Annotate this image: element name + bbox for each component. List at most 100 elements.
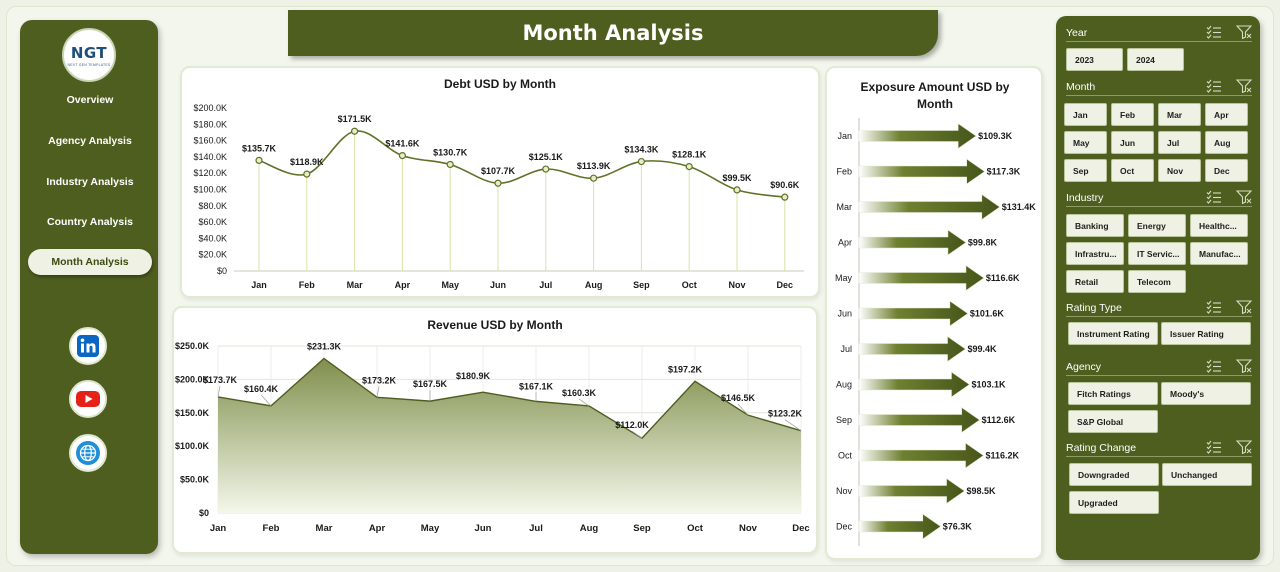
nav-item-industry-analysis[interactable]: Industry Analysis — [46, 176, 134, 188]
slicer-month-item[interactable]: Jul — [1158, 131, 1201, 154]
x-tick-label: Oct — [687, 523, 704, 534]
youtube-icon[interactable] — [69, 380, 107, 418]
slicer-month-title: Month — [1066, 81, 1096, 93]
x-tick-label: Jun — [490, 280, 506, 290]
slicer-agency-item[interactable]: S&P Global — [1068, 410, 1158, 433]
debt-point-dec — [781, 193, 789, 201]
slicer-month-item[interactable]: Nov — [1158, 159, 1201, 182]
exposure-data-label: $99.8K — [968, 238, 998, 248]
slicer-rating-type-item[interactable]: Issuer Rating — [1161, 322, 1251, 345]
revenue-data-label: $180.9K — [456, 371, 491, 381]
slicer-industry-item[interactable]: Telecom — [1128, 270, 1186, 293]
slicer-rating-type-title: Rating Type — [1066, 302, 1122, 314]
exposure-bar-chart: Jan $109.3K Feb $117.3K Mar $131.4K Apr $99.8K M… — [835, 118, 1037, 546]
slicer-industry-item[interactable]: Infrastru... — [1066, 242, 1124, 265]
slicer-month-item[interactable]: Apr — [1205, 103, 1248, 126]
nav-item-month-analysis[interactable]: Month Analysis — [28, 249, 152, 275]
slicer-industry-item[interactable]: Retail — [1066, 270, 1124, 293]
exposure-arrow-oct — [858, 442, 985, 469]
x-tick-label: Dec — [777, 280, 794, 290]
x-tick-label: Dec — [792, 523, 809, 534]
x-tick-label: Aug — [580, 523, 599, 534]
x-tick-label: Jun — [475, 523, 492, 534]
multi-select-icon[interactable] — [1206, 25, 1222, 45]
x-tick-label: Aug — [585, 280, 603, 290]
clear-filter-icon[interactable] — [1235, 79, 1253, 99]
y-tick-label: $250.0K — [175, 341, 210, 351]
x-tick-label: Jul — [529, 523, 543, 534]
clear-filter-icon[interactable] — [1235, 25, 1253, 45]
slicer-rating-change-item[interactable]: Downgraded — [1069, 463, 1159, 486]
slicer-year-item[interactable]: 2024 — [1127, 48, 1184, 71]
clear-filter-icon[interactable] — [1235, 190, 1253, 210]
slicer-month-item[interactable]: Aug — [1205, 131, 1248, 154]
nav-item-overview[interactable]: Overview — [66, 94, 114, 106]
debt-data-label: $130.7K — [433, 147, 468, 157]
revenue-data-label: $231.3K — [307, 341, 342, 351]
x-tick-label: Oct — [682, 280, 697, 290]
x-tick-label: Nov — [739, 523, 758, 534]
multi-select-icon[interactable] — [1206, 359, 1222, 379]
debt-point-mar — [351, 127, 359, 135]
exposure-data-label: $131.4K — [1002, 202, 1037, 212]
debt-series-line — [258, 130, 785, 198]
revenue-chart-panel: Revenue USD by Month $0 $50.0K $100.0K $150… — [172, 306, 818, 554]
slicer-month-item[interactable]: May — [1064, 131, 1107, 154]
debt-data-label: $107.7K — [481, 166, 516, 176]
slicer-rating-change-item[interactable]: Unchanged — [1162, 463, 1252, 486]
exposure-arrow-jun — [858, 300, 969, 327]
x-tick-label: Jan — [210, 523, 227, 534]
slicer-industry-item[interactable]: Manufac... — [1190, 242, 1248, 265]
revenue-data-label: $160.3K — [562, 388, 597, 398]
globe-icon[interactable] — [69, 434, 107, 472]
debt-point-jul — [542, 165, 550, 173]
debt-chart-panel: Debt USD by Month $0 $20.0K $40.0K $60.0K $8… — [180, 66, 820, 298]
slicer-toolbar — [1206, 359, 1253, 379]
logo-text: NGT — [70, 43, 108, 62]
debt-data-label: $125.1K — [529, 152, 564, 162]
revenue-data-label: $146.5K — [721, 393, 756, 403]
clear-filter-icon[interactable] — [1235, 300, 1253, 320]
slicer-year-item[interactable]: 2023 — [1066, 48, 1123, 71]
slicer-month-item[interactable]: Dec — [1205, 159, 1248, 182]
multi-select-icon[interactable] — [1206, 440, 1222, 460]
exposure-data-label: $98.5K — [967, 486, 997, 496]
slicer-month-item[interactable]: Feb — [1111, 103, 1154, 126]
x-tick-label: Feb — [299, 280, 316, 290]
clear-filter-icon[interactable] — [1235, 440, 1253, 460]
revenue-series-line — [217, 357, 802, 440]
linkedin-icon[interactable] — [69, 327, 107, 365]
debt-point-aug — [590, 174, 598, 182]
slicer-industry-item[interactable]: Energy — [1128, 214, 1186, 237]
exposure-arrow-mar — [858, 193, 1001, 221]
slicer-rating-type-item[interactable]: Instrument Rating — [1068, 322, 1158, 345]
clear-filter-icon[interactable] — [1235, 359, 1253, 379]
slicer-industry-item[interactable]: IT Servic... — [1128, 242, 1186, 265]
y-tick-label: Jan — [837, 131, 852, 141]
slicer-month-item[interactable]: Oct — [1111, 159, 1154, 182]
leader-line — [737, 403, 749, 416]
slicer-industry-item[interactable]: Healthc... — [1190, 214, 1248, 237]
debt-data-label: $171.5K — [338, 114, 373, 124]
slicer-month-item[interactable]: Mar — [1158, 103, 1201, 126]
multi-select-icon[interactable] — [1206, 300, 1222, 320]
slicer-month-item[interactable]: Jan — [1064, 103, 1107, 126]
exposure-data-label: $112.6K — [982, 415, 1016, 425]
revenue-data-label: $123.2K — [768, 409, 803, 419]
y-tick-label: $50.0K — [180, 475, 210, 485]
slicer-industry-item[interactable]: Banking — [1066, 214, 1124, 237]
multi-select-icon[interactable] — [1206, 190, 1222, 210]
slicer-month-item[interactable]: Jun — [1111, 131, 1154, 154]
slicer-rating-change-item[interactable]: Upgraded — [1069, 491, 1159, 514]
slicer-month-item[interactable]: Sep — [1064, 159, 1107, 182]
y-tick-label: $20.0K — [198, 250, 227, 260]
multi-select-icon[interactable] — [1206, 79, 1222, 99]
logo-subtitle: NEXT GEN TEMPLATES — [67, 62, 111, 67]
exposure-chart-panel: Exposure Amount USD by Month Jan $109.3K F… — [825, 66, 1043, 560]
slicer-agency-item[interactable]: Fitch Ratings — [1068, 382, 1158, 405]
nav-item-agency-analysis[interactable]: Agency Analysis — [48, 135, 132, 147]
leader-line — [260, 394, 272, 407]
nav-item-country-analysis[interactable]: Country Analysis — [47, 216, 133, 228]
slicer-agency-item[interactable]: Moody's — [1161, 382, 1251, 405]
y-tick-label: $80.0K — [198, 201, 227, 211]
